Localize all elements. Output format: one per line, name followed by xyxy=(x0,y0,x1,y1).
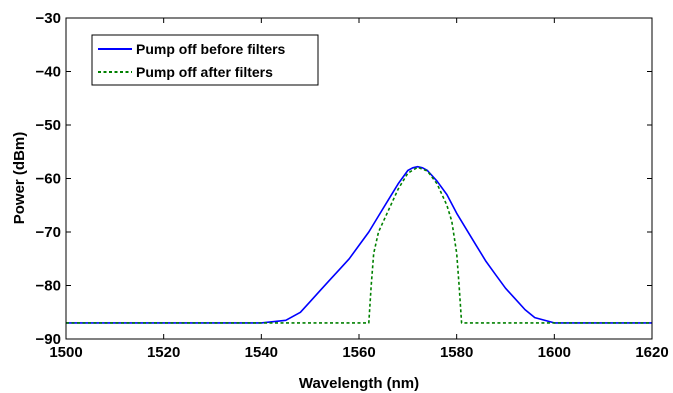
y-tick-label: −60 xyxy=(36,171,61,188)
y-tick-label: −50 xyxy=(36,117,61,134)
x-tick-label: 1540 xyxy=(245,344,278,361)
legend-label-series-2: Pump off after filters xyxy=(136,64,273,80)
y-tick-label: −80 xyxy=(36,278,61,295)
x-tick-label: 1520 xyxy=(147,344,180,361)
x-tick-label: 1560 xyxy=(342,344,375,361)
legend-label-series-1: Pump off before filters xyxy=(136,41,286,57)
x-axis-label: Wavelength (nm) xyxy=(299,375,419,392)
y-tick-label: −30 xyxy=(36,10,61,27)
x-tick-label: 1620 xyxy=(635,344,668,361)
y-tick-label: −40 xyxy=(36,64,61,81)
y-tick-label: −70 xyxy=(36,224,61,241)
x-tick-label: 1600 xyxy=(538,344,571,361)
x-tick-label: 1580 xyxy=(440,344,473,361)
legend: Pump off before filters Pump off after f… xyxy=(92,35,318,85)
y-axis-label: Power (dBm) xyxy=(11,132,28,225)
y-tick-label: −90 xyxy=(36,331,61,348)
